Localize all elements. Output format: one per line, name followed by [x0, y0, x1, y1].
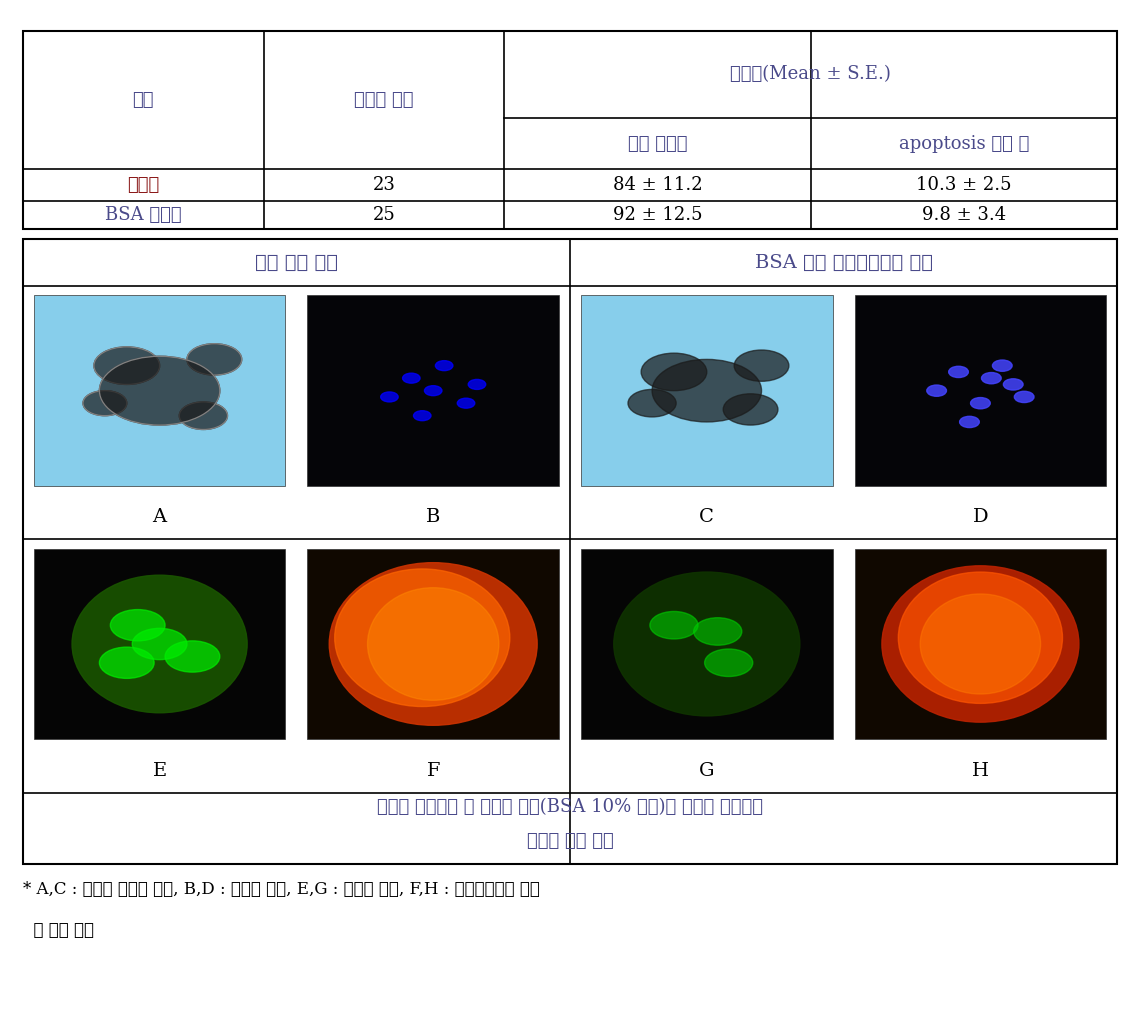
- Circle shape: [424, 385, 442, 396]
- Circle shape: [628, 390, 676, 417]
- Text: G: G: [699, 762, 715, 780]
- Ellipse shape: [367, 588, 499, 701]
- Text: 92 ± 12.5: 92 ± 12.5: [613, 206, 702, 224]
- Ellipse shape: [920, 594, 1041, 694]
- Circle shape: [948, 366, 968, 377]
- Text: 23: 23: [373, 176, 396, 194]
- Text: 9.8 ± 3.4: 9.8 ± 3.4: [922, 206, 1005, 224]
- Text: 대조구: 대조구: [127, 176, 160, 194]
- Circle shape: [165, 641, 220, 672]
- Text: 수정란 갯수: 수정란 갯수: [355, 91, 414, 109]
- Text: 25: 25: [373, 206, 396, 224]
- Text: 전체 세포수: 전체 세포수: [628, 134, 687, 153]
- Circle shape: [457, 399, 474, 408]
- Circle shape: [93, 347, 160, 384]
- Circle shape: [693, 617, 742, 645]
- Bar: [855, 295, 1106, 486]
- Circle shape: [381, 392, 398, 402]
- Text: apoptosis 세포 수: apoptosis 세포 수: [898, 134, 1029, 153]
- Text: D: D: [972, 508, 988, 527]
- Text: A: A: [153, 508, 166, 527]
- Circle shape: [111, 609, 165, 641]
- Text: 세포수(Mean ± S.E.): 세포수(Mean ± S.E.): [731, 65, 891, 83]
- Ellipse shape: [882, 565, 1078, 722]
- Text: BSA 첨가 배양액에서의 배양: BSA 첨가 배양액에서의 배양: [755, 253, 933, 272]
- Text: 수정란 동결융해 후 배양액 조성(BSA 10% 첨가)이 수정란 생존성에: 수정란 동결융해 후 배양액 조성(BSA 10% 첨가)이 수정란 생존성에: [377, 797, 763, 816]
- Bar: [34, 295, 285, 486]
- Bar: [308, 295, 559, 486]
- Text: E: E: [153, 762, 166, 780]
- Text: 자 절편 분석: 자 절편 분석: [23, 922, 93, 939]
- Circle shape: [734, 350, 789, 381]
- Circle shape: [927, 385, 946, 397]
- Circle shape: [970, 398, 991, 409]
- Bar: [308, 548, 559, 739]
- Circle shape: [960, 416, 979, 427]
- Circle shape: [414, 411, 431, 421]
- Ellipse shape: [329, 562, 537, 725]
- Circle shape: [1003, 378, 1023, 391]
- Circle shape: [705, 649, 752, 676]
- Bar: [581, 548, 832, 739]
- Ellipse shape: [335, 569, 510, 707]
- Circle shape: [650, 611, 698, 639]
- Circle shape: [99, 356, 220, 425]
- Text: 미치는 영향 분석: 미치는 영향 분석: [527, 832, 613, 850]
- Text: C: C: [699, 508, 715, 527]
- Ellipse shape: [613, 572, 800, 716]
- Circle shape: [641, 353, 707, 391]
- Ellipse shape: [72, 576, 247, 713]
- Text: BSA 첨가구: BSA 첨가구: [105, 206, 181, 224]
- Circle shape: [402, 373, 420, 383]
- Text: 84 ± 11.2: 84 ± 11.2: [612, 176, 702, 194]
- Circle shape: [982, 372, 1001, 383]
- Text: F: F: [426, 762, 440, 780]
- Text: * A,C : 수정란 배발달 분석, B,D : 세포수 분석, E,G : 세포사 분석, F,H : 미토콘드리아 유전: * A,C : 수정란 배발달 분석, B,D : 세포수 분석, E,G : …: [23, 882, 539, 898]
- Circle shape: [99, 647, 154, 678]
- Circle shape: [723, 394, 777, 425]
- Circle shape: [1015, 392, 1034, 403]
- Bar: [855, 548, 1106, 739]
- Text: H: H: [972, 762, 988, 780]
- Text: 그룹: 그룹: [132, 91, 154, 109]
- Text: B: B: [426, 508, 440, 527]
- Bar: [581, 295, 832, 486]
- Circle shape: [993, 360, 1012, 371]
- Text: 10.3 ± 2.5: 10.3 ± 2.5: [917, 176, 1011, 194]
- Circle shape: [132, 629, 187, 660]
- Circle shape: [187, 344, 242, 375]
- Circle shape: [469, 379, 486, 390]
- Bar: [34, 548, 285, 739]
- Ellipse shape: [898, 572, 1062, 704]
- Circle shape: [435, 361, 453, 370]
- Circle shape: [83, 391, 127, 416]
- Text: 기존 배양 방법: 기존 배양 방법: [255, 253, 337, 272]
- Circle shape: [652, 359, 762, 422]
- Circle shape: [179, 402, 228, 429]
